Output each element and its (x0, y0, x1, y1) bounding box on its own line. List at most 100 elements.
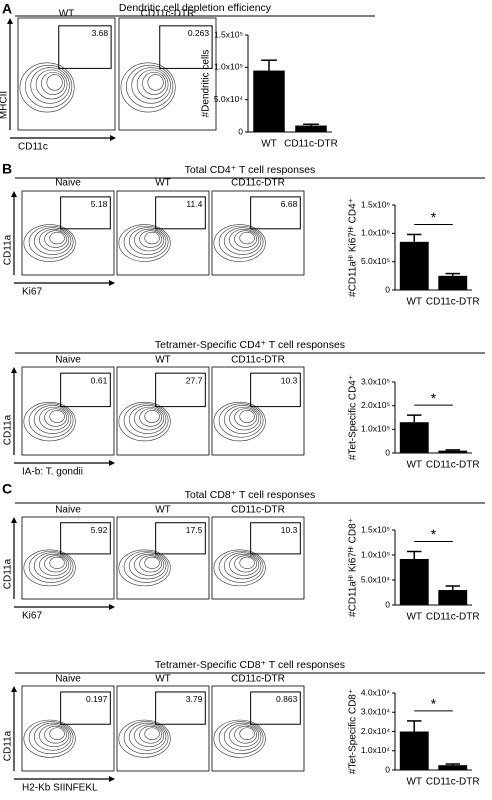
contour (139, 555, 162, 573)
gate (60, 196, 111, 230)
bar (399, 559, 429, 605)
contour (234, 555, 257, 573)
x-tick-label: CD11c-DTR (426, 297, 480, 308)
bar (438, 590, 468, 605)
bar (438, 275, 468, 290)
arrow-head (110, 135, 116, 141)
y-tick-label: 1.5x10⁶ (361, 199, 390, 209)
contour (139, 725, 162, 744)
contour (136, 69, 169, 100)
flow-plot (211, 516, 305, 600)
contour (23, 401, 76, 442)
flow-plot (211, 685, 305, 772)
arrow-head (109, 776, 115, 782)
flow-plot (116, 685, 210, 772)
contour (229, 406, 260, 431)
contour (213, 224, 266, 262)
contour (33, 722, 72, 751)
y-tick-label: 1.5x10⁵ (214, 29, 243, 39)
contour (213, 401, 266, 442)
contour (39, 553, 70, 576)
contour (142, 71, 167, 95)
gate (60, 372, 111, 408)
contour (239, 231, 255, 245)
gate-value: 0.61 (91, 375, 108, 385)
arrow-head (109, 280, 115, 286)
contour (44, 555, 67, 573)
gate (159, 25, 213, 69)
contour (123, 721, 169, 755)
x-tick-label: WT (261, 139, 277, 150)
x-tick-label: WT (406, 777, 422, 788)
contour (139, 230, 162, 248)
arrow-head (11, 517, 17, 523)
x-tick-label: WT (406, 297, 422, 308)
plot-label: WT (155, 505, 171, 516)
y-tick-label: 2.0x10⁴ (361, 726, 391, 736)
plot-label: CD11c-DTR (141, 9, 195, 20)
contour (44, 230, 67, 248)
x-tick-label: CD11c-DTR (426, 777, 480, 788)
contour (126, 64, 174, 109)
y-tick-label: 5.0x10⁴ (361, 574, 391, 584)
contour (134, 228, 165, 252)
gate-value: 10.3 (281, 525, 298, 535)
contour (229, 553, 260, 576)
plot-label: Naive (55, 674, 81, 685)
y-tick-label: 0 (385, 764, 390, 774)
contour (223, 405, 262, 434)
gate (155, 372, 206, 408)
y-axis-label: CD11a (3, 234, 14, 265)
arrow-head (11, 191, 17, 197)
contour (234, 408, 257, 427)
contour (49, 410, 65, 424)
gate (60, 691, 111, 725)
contour (120, 62, 176, 113)
contour (39, 228, 70, 252)
contour (128, 227, 167, 255)
contour (144, 410, 160, 424)
y-tick-label: 1.0x10⁵ (214, 62, 243, 72)
contour (44, 725, 67, 744)
chart-y-label: #Tet-Specific CD4⁺ (348, 375, 359, 460)
x-tick-label: WT (406, 612, 422, 623)
bar (253, 70, 285, 132)
contour (23, 719, 76, 758)
contour (33, 552, 72, 580)
contour (33, 405, 72, 434)
y-axis-label: MHCII (0, 91, 10, 119)
contour (134, 553, 165, 576)
arrow-head (11, 686, 17, 692)
x-axis-label: H2-Kb SIINFEKL (22, 783, 98, 794)
y-tick-label: 2.0x10⁵ (361, 400, 390, 410)
gate-value: 5.18 (91, 199, 108, 209)
contour (229, 228, 260, 252)
x-tick-label: CD11c-DTR (284, 139, 338, 150)
contour (123, 225, 169, 259)
contour (128, 722, 167, 751)
contour (49, 556, 65, 569)
y-tick-label: 0 (385, 447, 390, 457)
gate (250, 196, 301, 230)
section-title: Tetramer-Specific CD4⁺ T cell responses (155, 339, 345, 351)
panel-letter: A (2, 1, 12, 17)
contour (123, 550, 169, 583)
x-axis-label: IA-b: T. gondii (22, 467, 83, 478)
chart-y-label: #Dendritic cells (201, 50, 212, 118)
bar (438, 450, 468, 453)
x-tick-label: CD11c-DTR (426, 612, 480, 623)
gate-value: 27.7 (186, 375, 203, 385)
flow-plot (116, 366, 210, 456)
contour (44, 408, 67, 427)
contour (49, 727, 65, 740)
gate-value: 5.92 (91, 525, 108, 535)
plot-label: Naive (55, 355, 81, 366)
contour (134, 406, 165, 431)
gate-value: 11.4 (186, 199, 202, 209)
bar (295, 125, 327, 132)
x-axis-label: CD11c (18, 142, 48, 153)
contour (218, 550, 264, 583)
y-tick-label: 3.0x10⁵ (361, 376, 390, 386)
y-tick-label: 4.0x10⁴ (361, 687, 391, 697)
